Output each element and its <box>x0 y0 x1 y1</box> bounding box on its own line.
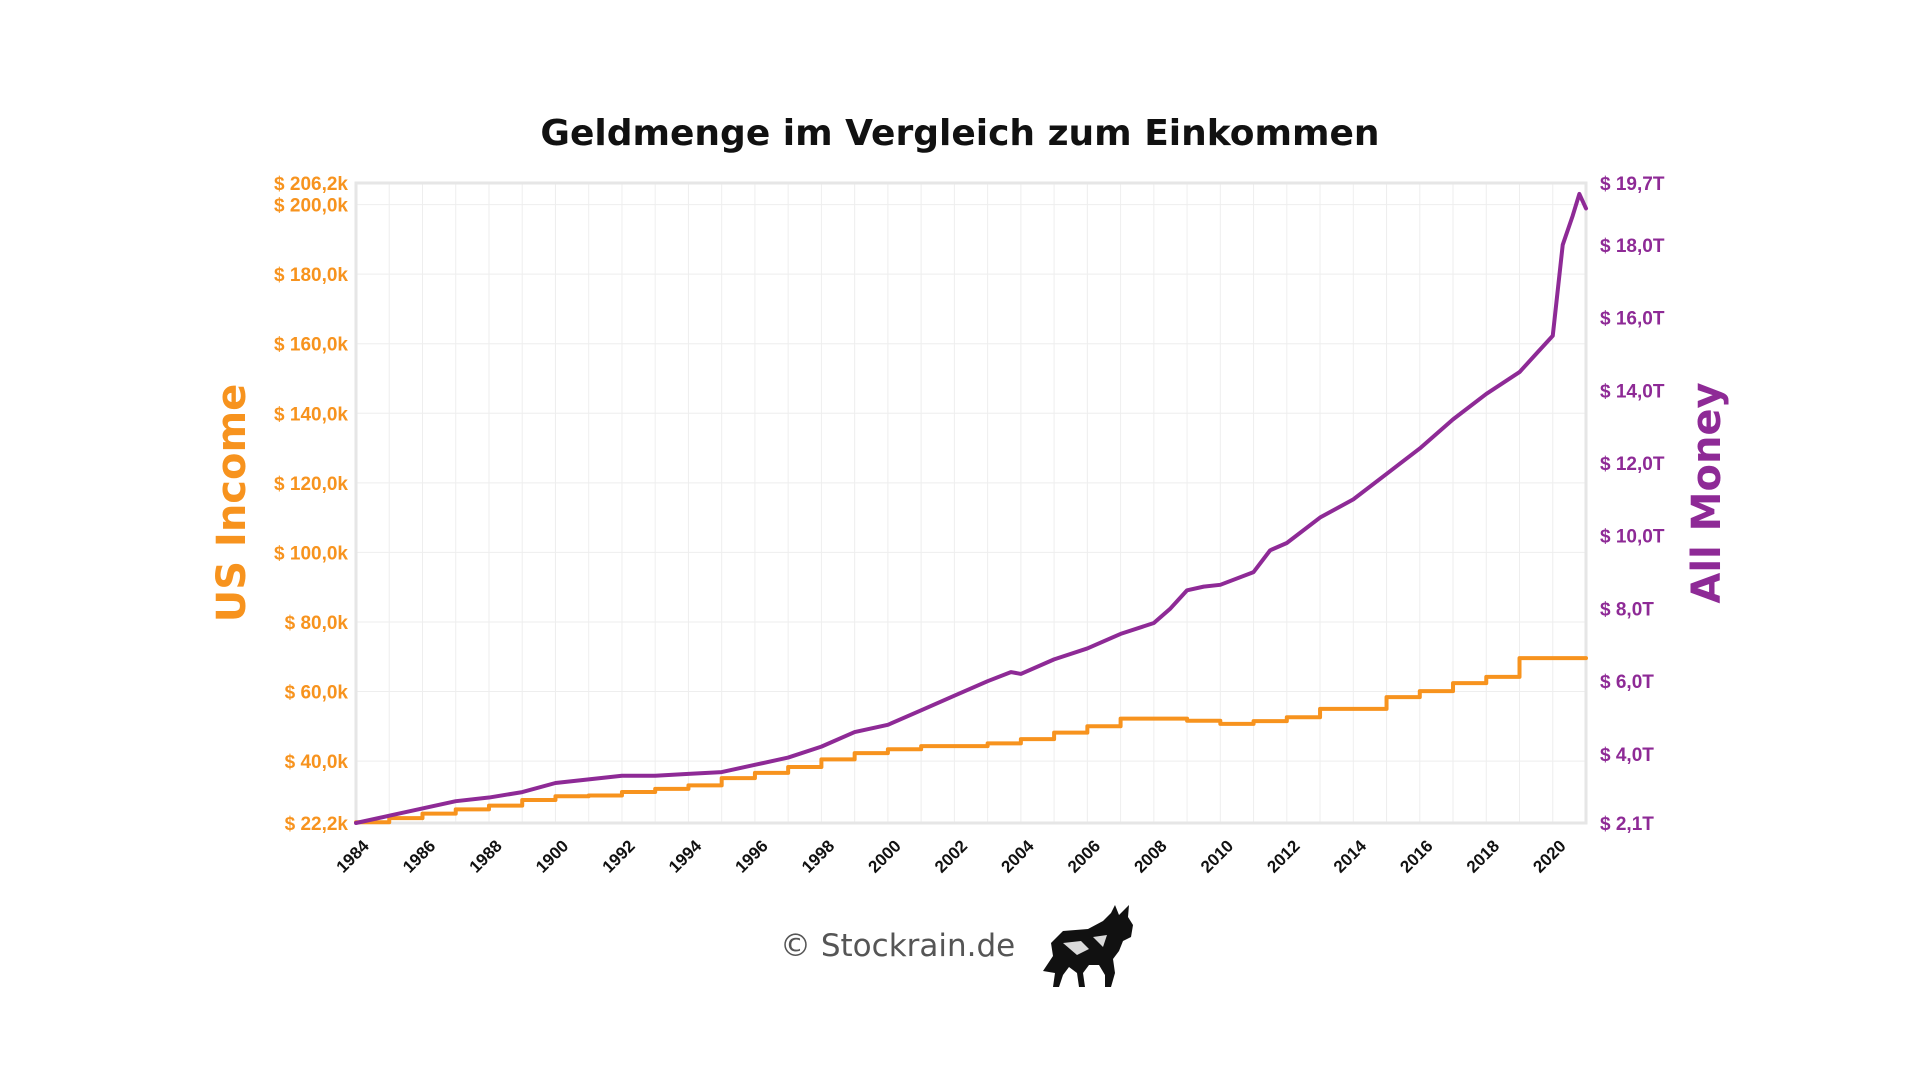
x-tick-label: 2012 <box>1263 836 1303 876</box>
copyright-text: © Stockrain.de <box>780 928 1016 964</box>
left-tick-label: $ 100,0k <box>274 543 348 564</box>
right-tick-label: $ 19,7T <box>1600 174 1665 195</box>
x-tick-label: 1900 <box>532 836 572 876</box>
x-tick-label: 2020 <box>1529 836 1569 876</box>
x-tick-label: 2010 <box>1197 836 1237 876</box>
x-tick-label: 1994 <box>665 836 706 877</box>
x-tick-label: 2000 <box>865 836 905 876</box>
footer: © Stockrain.de <box>780 896 1143 996</box>
left-tick-label: $ 200,0k <box>274 196 348 217</box>
chart-title: Geldmenge im Vergleich zum Einkommen <box>540 113 1379 154</box>
x-tick-label: 1996 <box>732 836 772 876</box>
left-tick-label: $ 22,2k <box>285 814 349 835</box>
right-tick-label: $ 12,0T <box>1600 454 1665 475</box>
left-tick-label: $ 180,0k <box>274 265 348 286</box>
x-tick-label: 1998 <box>798 836 838 876</box>
grid <box>355 182 1587 824</box>
right-tick-label: $ 2,1T <box>1600 814 1654 835</box>
x-axis-ticks: 1984 1986 1988 1900 1992 1994 1996 1998 2000 2002… <box>333 836 1570 877</box>
x-tick-label: 2018 <box>1463 836 1503 876</box>
plot-frame <box>354 181 1588 825</box>
left-axis-ticks: $ 22,2k $ 40,0k $ 60,0k $ 80,0k $ 100,0k $ 12… <box>274 174 348 835</box>
x-tick-label: 2016 <box>1396 836 1436 876</box>
x-tick-label: 1986 <box>399 836 439 876</box>
right-axis-title: All Money <box>1684 382 1730 603</box>
right-tick-label: $ 10,0T <box>1600 527 1665 548</box>
x-tick-label: 2014 <box>1330 836 1371 877</box>
x-tick-label: 1992 <box>599 836 639 876</box>
x-tick-label: 1988 <box>466 836 506 876</box>
x-tick-label: 2002 <box>931 836 971 876</box>
series-layer <box>354 191 1588 825</box>
right-tick-label: $ 16,0T <box>1600 309 1665 330</box>
x-tick-label: 2008 <box>1130 836 1170 876</box>
bull-icon <box>1043 905 1134 987</box>
right-axis-ticks: $ 2,1T $ 4,0T $ 6,0T $ 8,0T $ 10,0T $ 12,0T $ … <box>1600 174 1665 835</box>
x-tick-label: 1984 <box>333 836 374 877</box>
left-tick-label: $ 206,2k <box>274 174 348 195</box>
left-axis-title: US Income <box>209 384 255 623</box>
left-tick-label: $ 40,0k <box>285 752 349 773</box>
right-tick-label: $ 4,0T <box>1600 745 1654 766</box>
right-tick-label: $ 14,0T <box>1600 381 1665 402</box>
right-tick-label: $ 6,0T <box>1600 672 1654 693</box>
series-line-us-income <box>354 656 1588 825</box>
series-line-all-money <box>354 191 1588 825</box>
left-tick-label: $ 80,0k <box>285 613 349 634</box>
x-tick-label: 2006 <box>1064 836 1104 876</box>
right-tick-label: $ 18,0T <box>1600 236 1665 257</box>
left-tick-label: $ 60,0k <box>285 683 349 704</box>
left-tick-label: $ 140,0k <box>274 404 348 425</box>
left-tick-label: $ 160,0k <box>274 335 348 356</box>
left-tick-label: $ 120,0k <box>274 474 348 495</box>
right-tick-label: $ 8,0T <box>1600 599 1654 620</box>
x-tick-label: 2004 <box>998 836 1039 877</box>
